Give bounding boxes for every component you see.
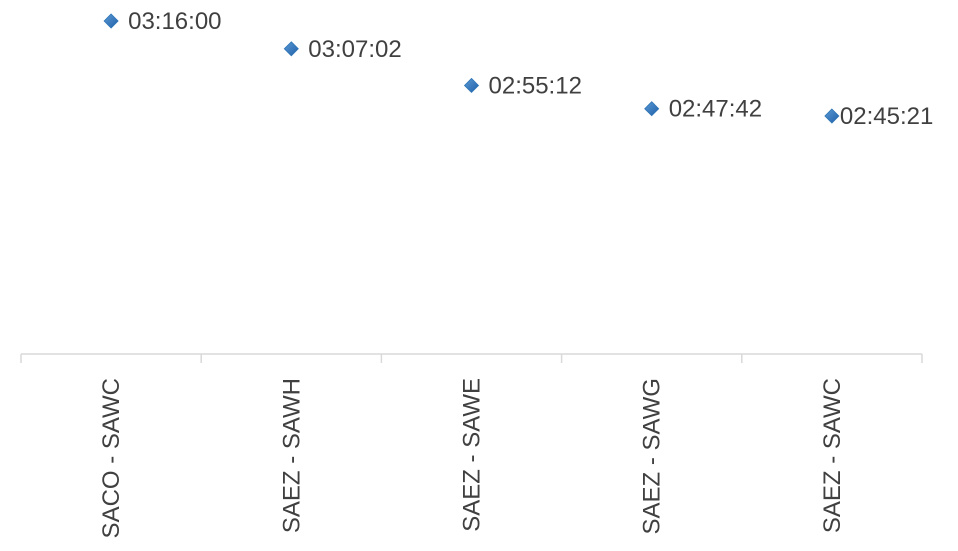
x-axis [20,353,923,363]
x-tick-label: SAEZ - SAWC [819,378,846,533]
data-label: 02:45:21 [840,103,933,130]
x-tick-label: SAEZ - SAWG [639,378,666,534]
series-markers [103,13,840,124]
x-tick-label: SAEZ - SAWE [459,378,486,532]
data-label: 02:55:12 [489,72,582,99]
x-tick-label: SACO - SAWC [98,378,125,538]
data-label: 03:16:00 [128,8,221,35]
data-point-marker [283,41,299,57]
data-point-marker [644,101,660,117]
data-point-marker [463,77,480,94]
data-label: 03:07:02 [308,36,401,63]
data-point-marker [824,108,840,124]
data-point-marker [103,13,119,29]
x-tick-label: SAEZ - SAWH [278,378,305,533]
x-tick-labels: SACO - SAWC SAEZ - SAWH SAEZ - SAWE SAEZ - … [98,378,846,538]
data-labels: 03:16:00 03:07:02 02:55:12 02:47:42 02:45:21 [128,8,933,130]
data-label: 02:47:42 [669,96,762,123]
